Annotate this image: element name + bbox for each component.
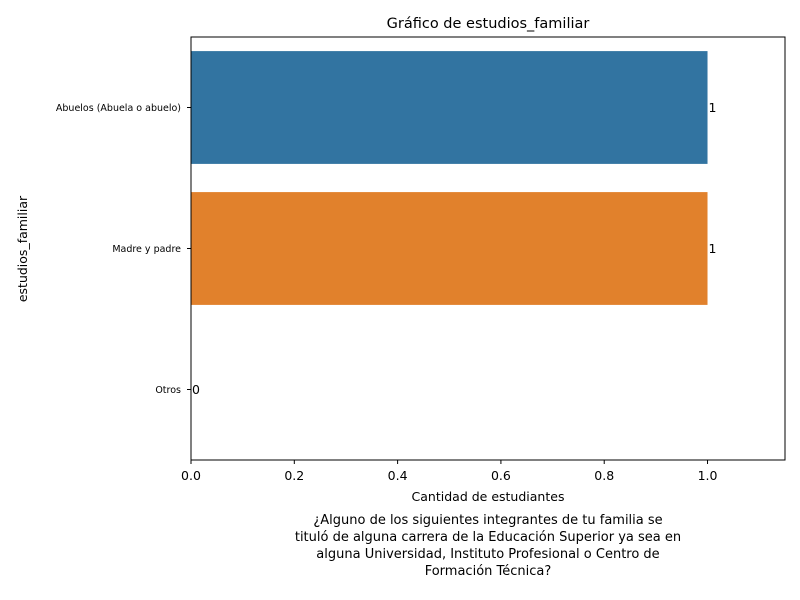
chart-title: Gráfico de estudios_familiar <box>387 16 590 32</box>
x-tick-label: 0.8 <box>594 468 614 483</box>
data-label: 1 <box>709 100 717 115</box>
caption-line: alguna Universidad, Instituto Profesiona… <box>316 547 660 562</box>
x-axis-label: Cantidad de estudiantes <box>412 489 565 504</box>
data-label: 0 <box>192 382 200 397</box>
caption-line: tituló de alguna carrera de la Educación… <box>294 530 682 545</box>
caption-line: Formación Técnica? <box>424 564 552 579</box>
data-label: 1 <box>709 241 717 256</box>
caption-line: ¿Alguno de los siguientes integrantes de… <box>313 513 663 528</box>
x-tick-label: 0.2 <box>284 468 304 483</box>
x-tick-label: 0.6 <box>491 468 511 483</box>
y-axis-label: estudios_familiar <box>15 195 30 302</box>
y-tick-label: Madre y padre <box>112 244 181 255</box>
x-tick-label: 0.0 <box>181 468 201 483</box>
bars-layer: 1 1 0 <box>191 51 716 397</box>
x-tick-label: 0.4 <box>388 468 408 483</box>
question-caption: ¿Alguno de los siguientes integrantes de… <box>238 512 738 580</box>
plot-frame <box>190 36 786 461</box>
ticks-layer: Abuelos (Abuela o abuelo) Madre y padre Ot… <box>56 103 718 483</box>
y-tick-label: Otros <box>155 385 181 396</box>
bar <box>191 51 708 164</box>
x-tick-label: 1.0 <box>698 468 718 483</box>
y-tick-label: Abuelos (Abuela o abuelo) <box>56 103 181 114</box>
bar <box>191 192 708 305</box>
